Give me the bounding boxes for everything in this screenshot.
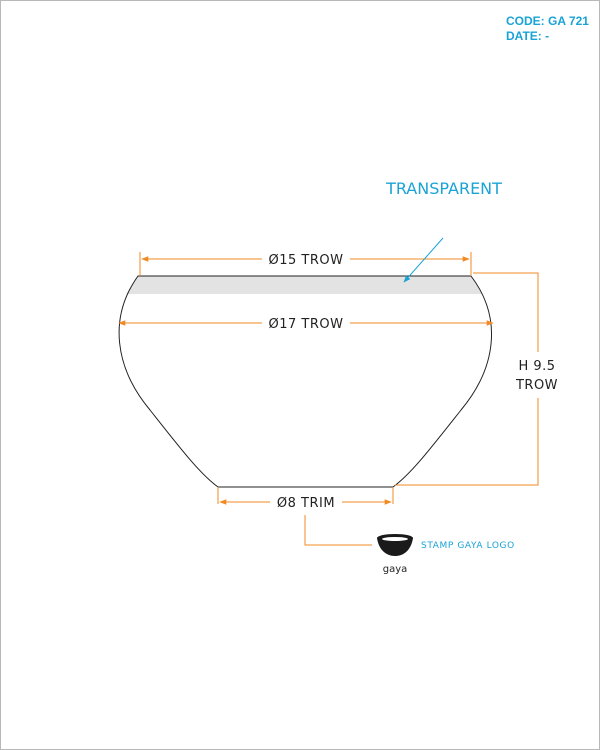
product-code: CODE: GA 721 [506,14,589,28]
max-diameter-label: Ø17 TROW [269,317,344,332]
stamp-note: STAMP GAYA LOGO [421,541,515,551]
drawing-date: DATE: - [506,29,550,43]
transparent-note: TRANSPARENT [385,179,502,198]
max-diameter-dimension: Ø17 TROW [118,317,494,332]
title-block: CODE: GA 721 DATE: - [506,14,589,44]
height-dimension: H 9.5 TROW [395,272,558,486]
stamp-leader-line [304,515,372,546]
base-diameter-dimension: Ø8 TRIM [217,487,394,511]
transparent-band [126,276,483,294]
transparent-leader-arrow [403,237,444,283]
gaya-wordmark: gaya [383,564,408,575]
height-label-line1: H 9.5 [518,359,555,374]
height-label-line2: TROW [515,378,558,393]
bowl-outline [118,275,492,488]
base-diameter-label: Ø8 TRIM [277,496,335,511]
top-diameter-dimension: Ø15 TROW [139,252,472,276]
top-diameter-label: Ø15 TROW [269,253,344,268]
gaya-logo: gaya [377,534,413,575]
